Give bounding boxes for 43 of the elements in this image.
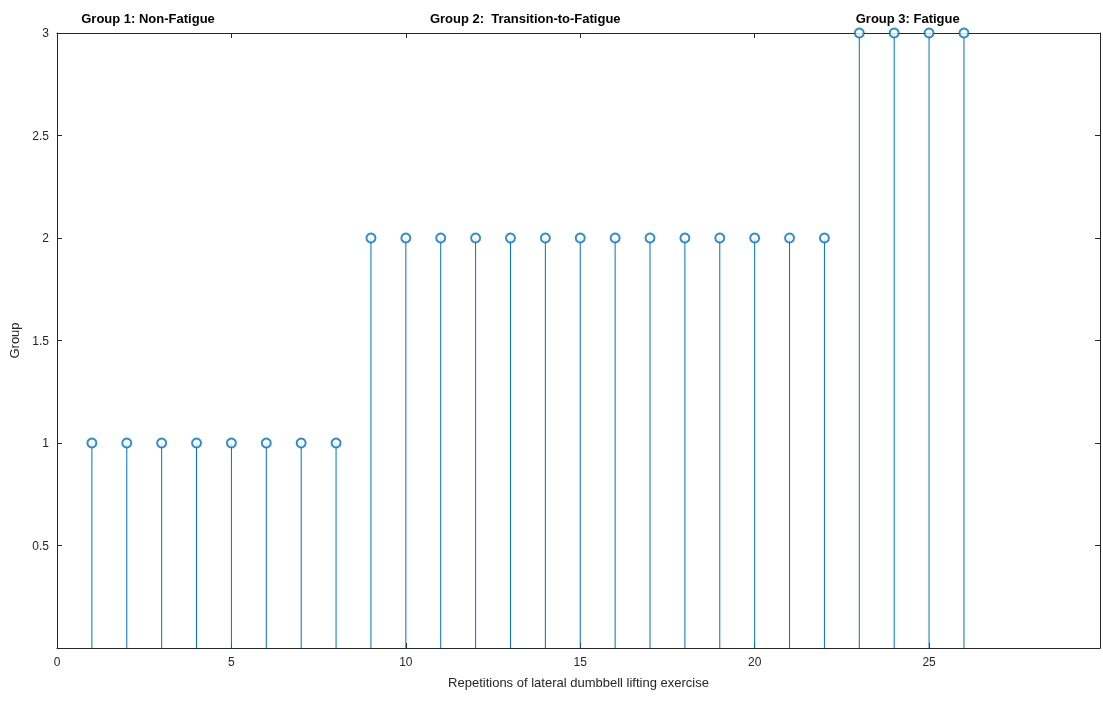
y-tick-label: 1 — [42, 436, 50, 450]
point — [295, 437, 307, 449]
x-tick-label: 0 — [53, 655, 61, 669]
point — [225, 437, 237, 449]
x-tick-label: 5 — [228, 655, 236, 669]
point — [958, 27, 970, 39]
point — [470, 232, 482, 244]
x-tick-label: 10 — [399, 655, 413, 669]
x-tick-label: 20 — [747, 655, 762, 669]
point — [539, 232, 551, 244]
point — [121, 437, 133, 449]
x-axis-title: Repetitions of lateral dumbbell lifting exercise — [448, 675, 709, 690]
point — [365, 232, 377, 244]
point — [784, 232, 796, 244]
point — [609, 232, 621, 244]
x-tick-label: 15 — [573, 655, 588, 669]
point — [86, 437, 98, 449]
y-axis-title: Group — [7, 322, 22, 359]
point — [818, 232, 830, 244]
text: Group 2: Transition-to-Fatigue — [429, 11, 621, 26]
point — [156, 437, 168, 449]
point — [679, 232, 691, 244]
point — [888, 27, 900, 39]
point — [191, 437, 203, 449]
x-tick-label: 25 — [922, 655, 937, 669]
text: Group 1: Non-Fatigue — [81, 11, 215, 26]
point — [400, 232, 412, 244]
text: Group 3: Fatigue — [855, 11, 960, 26]
point — [644, 232, 656, 244]
point — [504, 232, 516, 244]
point — [330, 437, 342, 449]
y-tick-label: 0.5 — [32, 538, 50, 553]
point — [260, 437, 272, 449]
y-tick-label: 2 — [42, 231, 50, 245]
point — [749, 232, 761, 244]
y-tick-label: 1.5 — [32, 333, 50, 348]
point — [435, 232, 447, 244]
y-tick-label: 2.5 — [32, 128, 50, 143]
point — [853, 27, 865, 39]
point — [714, 232, 726, 244]
point — [574, 232, 586, 244]
y-tick-label: 3 — [42, 26, 50, 40]
point — [923, 27, 935, 39]
